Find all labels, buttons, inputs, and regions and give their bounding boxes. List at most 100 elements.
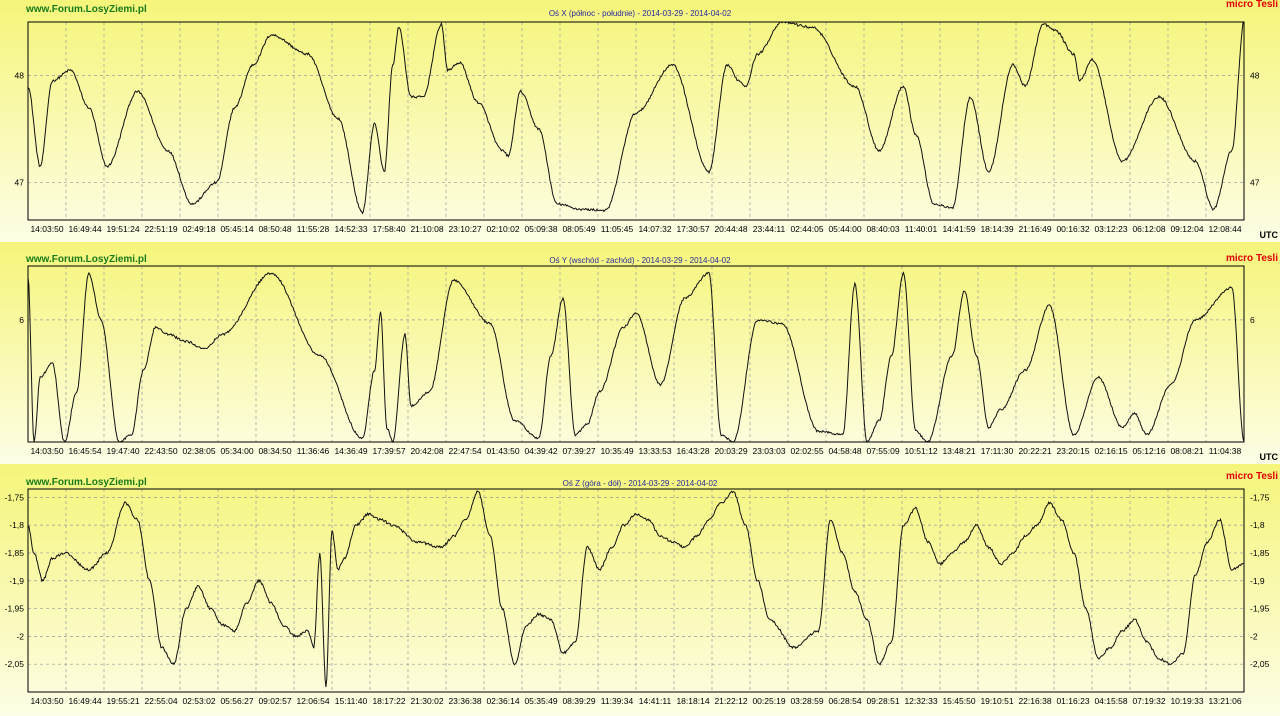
chart-title: Oś Y (wschód - zachód) - 2014-03-29 - 20… — [549, 256, 731, 265]
site-label: www.Forum.LosyZiemi.pl — [26, 4, 147, 15]
y-tick-label: 6 — [19, 315, 24, 325]
x-tick-label: 09:28:51 — [866, 696, 899, 706]
x-tick-label: 18:14:39 — [980, 224, 1013, 234]
y-tick-label: 48 — [15, 71, 25, 81]
x-tick-label: 01:43:50 — [486, 446, 519, 456]
x-tick-label: 23:44:11 — [753, 224, 786, 234]
x-tick-label: 20:42:08 — [410, 446, 443, 456]
x-tick-label: 05:35:49 — [524, 696, 557, 706]
plot-frame — [27, 265, 1245, 443]
x-tick-label: 19:10:51 — [980, 696, 1013, 706]
x-tick-label: 22:51:19 — [144, 224, 177, 234]
x-tick-label: 16:43:28 — [676, 446, 709, 456]
y-tick-label: -2 — [16, 631, 24, 641]
x-tick-label: 21:10:08 — [410, 224, 443, 234]
x-tick-label: 14:41:11 — [639, 696, 672, 706]
x-tick-label: 05:56:27 — [220, 696, 253, 706]
x-tick-label: 18:17:22 — [372, 696, 405, 706]
x-tick-label: 20:22:21 — [1018, 446, 1051, 456]
x-tick-label: 02:10:02 — [486, 224, 519, 234]
x-tick-label: 14:36:49 — [334, 446, 367, 456]
x-tick-label: 23:03:03 — [752, 446, 785, 456]
x-tick-label: 13:21:06 — [1208, 696, 1241, 706]
x-tick-label: 14:07:32 — [638, 224, 671, 234]
x-tick-label: 20:03:29 — [714, 446, 747, 456]
x-tick-label: 05:09:38 — [524, 224, 557, 234]
x-tick-label: 18:18:14 — [676, 696, 709, 706]
chart-title: Oś Z (góra - dół) - 2014-03-29 - 2014-04… — [562, 479, 718, 488]
chart-panel-z: -1,75 -1,75 -1,8 -1,8 -1,85 -1,85 -1,9 -1,9 -1,9… — [0, 464, 1280, 716]
x-tick-label: 13:33:53 — [638, 446, 671, 456]
utc-label: UTC — [1259, 230, 1279, 240]
x-tick-label: 17:39:57 — [372, 446, 405, 456]
x-tick-label: 14:41:59 — [942, 224, 975, 234]
x-tick-label: 23:20:15 — [1056, 446, 1089, 456]
x-tick-label: 04:58:48 — [828, 446, 861, 456]
x-tick-label: 17:30:57 — [676, 224, 709, 234]
chart-x: 47 47 48 48 14:03:50 16:49:44 19:51:24 22:51:19… — [0, 0, 1280, 242]
chart-y: 6 6 14:03:50 16:45:54 19:47:40 22:43:50 02:38:… — [0, 242, 1280, 464]
x-tick-label: 21:22:12 — [714, 696, 747, 706]
x-tick-label: 09:02:57 — [258, 696, 291, 706]
y-tick-label-right: -2 — [1250, 631, 1258, 641]
x-tick-label: 15:11:40 — [335, 696, 368, 706]
y-tick-label: 47 — [15, 178, 25, 188]
x-tick-label: 20:44:48 — [714, 224, 747, 234]
x-tick-label: 22:43:50 — [144, 446, 177, 456]
chart-background — [0, 242, 1280, 464]
x-tick-label: 22:16:38 — [1018, 696, 1051, 706]
x-tick-label: 12:06:54 — [296, 696, 329, 706]
x-tick-label: 00:16:32 — [1056, 224, 1089, 234]
x-tick-label: 19:51:24 — [106, 224, 139, 234]
x-tick-label: 19:55:21 — [106, 696, 139, 706]
x-tick-label: 08:39:29 — [562, 696, 595, 706]
x-tick-label: 00:25:19 — [752, 696, 785, 706]
x-tick-label: 11:36:46 — [297, 446, 330, 456]
x-tick-label: 05:12:16 — [1132, 446, 1165, 456]
x-tick-label: 02:38:05 — [182, 446, 215, 456]
x-tick-label: 14:52:33 — [334, 224, 367, 234]
x-tick-label: 02:02:55 — [790, 446, 823, 456]
x-tick-label: 03:28:59 — [790, 696, 823, 706]
x-tick-label: 17:11:30 — [981, 446, 1014, 456]
unit-label: micro Tesli — [1225, 0, 1278, 10]
x-tick-label: 21:16:49 — [1018, 224, 1051, 234]
x-tick-label: 06:28:54 — [828, 696, 861, 706]
y-tick-label-right: -1,75 — [1250, 492, 1270, 502]
x-tick-label: 16:49:44 — [68, 224, 101, 234]
x-tick-label: 12:08:44 — [1208, 224, 1241, 234]
y-tick-label: -1,75 — [5, 492, 25, 502]
x-tick-label: 04:15:58 — [1094, 696, 1127, 706]
series-line — [27, 490, 1244, 687]
x-tick-label: 02:36:14 — [486, 696, 519, 706]
chart-background — [0, 0, 1280, 242]
y-tick-label: -1,95 — [5, 604, 25, 614]
x-tick-label: 02:53:02 — [182, 696, 215, 706]
x-tick-label: 22:55:04 — [144, 696, 177, 706]
x-tick-label: 02:44:05 — [790, 224, 823, 234]
x-tick-label: 02:16:15 — [1094, 446, 1127, 456]
x-tick-label: 15:45:50 — [942, 696, 975, 706]
unit-label: micro Tesli — [1225, 253, 1278, 264]
site-label: www.Forum.LosyZiemi.pl — [26, 254, 147, 265]
utc-label: UTC — [1259, 452, 1279, 462]
y-tick-label-right: 6 — [1250, 315, 1255, 325]
y-tick-label-right: -1,85 — [1250, 548, 1270, 558]
x-tick-label: 09:12:04 — [1170, 224, 1203, 234]
y-tick-label-right: -1,95 — [1250, 604, 1270, 614]
x-tick-label: 12:32:33 — [904, 696, 937, 706]
x-tick-label: 11:40:01 — [905, 224, 938, 234]
x-tick-label: 16:45:54 — [68, 446, 101, 456]
chart-z: -1,75 -1,75 -1,8 -1,8 -1,85 -1,85 -1,9 -1,9 -1,9… — [0, 464, 1280, 716]
y-tick-label: -1,85 — [5, 548, 25, 558]
x-tick-label: 07:19:32 — [1132, 696, 1165, 706]
x-tick-label: 10:19:33 — [1170, 696, 1203, 706]
x-tick-label: 14:03:50 — [30, 446, 63, 456]
x-tick-label: 10:35:49 — [600, 446, 633, 456]
x-tick-label: 02:49:18 — [182, 224, 215, 234]
x-tick-label: 10:51:12 — [904, 446, 937, 456]
chart-panel-x: 47 47 48 48 14:03:50 16:49:44 19:51:24 22:51:19… — [0, 0, 1280, 242]
x-tick-label: 22:47:54 — [448, 446, 481, 456]
x-tick-label: 21:30:02 — [410, 696, 443, 706]
x-tick-label: 06:12:08 — [1132, 224, 1165, 234]
